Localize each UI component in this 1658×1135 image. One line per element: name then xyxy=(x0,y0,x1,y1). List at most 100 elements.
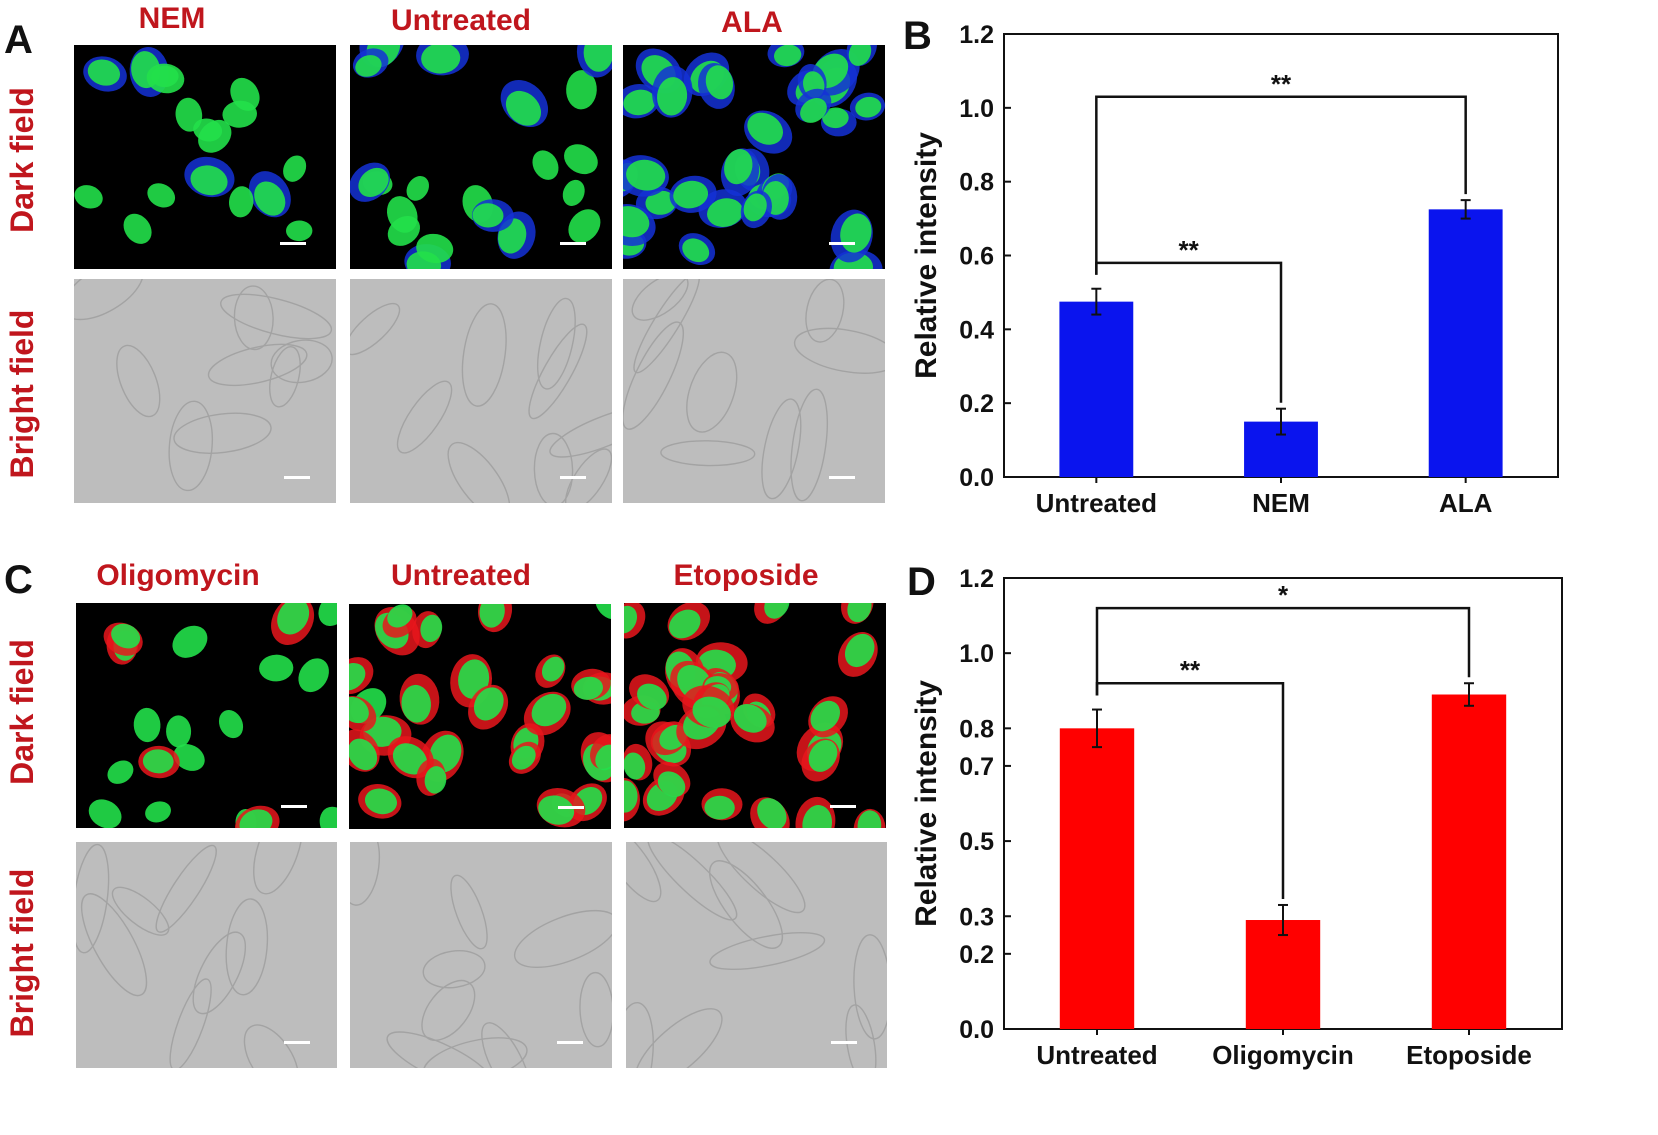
bar xyxy=(1428,209,1503,477)
cell-nucleus xyxy=(175,97,203,132)
y-axis-label: Relative intensity xyxy=(910,132,943,379)
x-tick-label: ALA xyxy=(1439,488,1493,518)
cell-nucleus xyxy=(259,654,294,682)
cell-nucleus xyxy=(704,795,735,820)
bright-field-image-ala xyxy=(623,279,885,503)
cell-nucleus xyxy=(623,206,650,238)
cell-outline xyxy=(626,842,662,903)
cell-nucleus xyxy=(800,98,827,123)
y-tick-label: 0.3 xyxy=(959,903,994,931)
cell-outline xyxy=(528,323,588,420)
cell-nucleus xyxy=(283,155,307,182)
cell-outline xyxy=(155,844,217,933)
cell-outline xyxy=(793,327,885,374)
cell-nucleus xyxy=(424,766,447,794)
cell-outline xyxy=(253,842,304,895)
cell-nucleus xyxy=(74,185,103,209)
column-label-oligomycin: Oligomycin xyxy=(96,559,260,592)
column-label-untreated-c: Untreated xyxy=(390,559,532,592)
bright-field-image-untreated-c xyxy=(350,842,612,1068)
dark-field-image-untreated-c xyxy=(349,604,611,829)
dark-field-image-oligomycin xyxy=(76,603,337,828)
y-tick-label: 0.0 xyxy=(959,464,994,492)
cell-nucleus xyxy=(298,658,329,693)
y-tick-label: 0.5 xyxy=(959,828,994,856)
scale-bar xyxy=(829,242,855,245)
cell-outline xyxy=(686,351,738,433)
cell-outline xyxy=(626,1001,654,1068)
cell-outline xyxy=(790,388,828,502)
cell-nucleus xyxy=(774,45,802,67)
x-tick-label: Etoposide xyxy=(1406,1040,1532,1070)
cell-nucleus xyxy=(123,213,152,244)
cell-outline xyxy=(633,279,700,374)
cell-nucleus xyxy=(319,806,337,828)
cell-outline xyxy=(513,909,612,969)
cell-outline xyxy=(168,400,214,492)
cell-nucleus xyxy=(239,809,273,828)
cell-nucleus xyxy=(568,209,601,243)
cell-nucleus xyxy=(538,795,575,825)
cell-outline xyxy=(450,874,488,950)
scale-bar xyxy=(830,805,856,808)
panel-letter-c: C xyxy=(4,558,33,602)
cell-nucleus xyxy=(855,96,882,118)
cell-outline xyxy=(761,398,802,500)
scale-bar xyxy=(557,1041,583,1044)
cell-nucleus xyxy=(595,744,611,771)
cell-nucleus xyxy=(349,696,369,724)
cell-nucleus xyxy=(172,625,208,658)
cell-nucleus xyxy=(254,181,286,216)
x-tick-label: Oligomycin xyxy=(1212,1040,1354,1070)
cell-nucleus xyxy=(406,176,429,201)
panel-letter-a: A xyxy=(4,18,33,62)
cell-nucleus xyxy=(229,186,254,218)
y-tick-label: 1.0 xyxy=(959,640,994,668)
cell-nucleus xyxy=(583,45,612,72)
y-tick-label: 0.0 xyxy=(959,1016,994,1044)
cell-outline xyxy=(549,405,612,458)
cell-nucleus xyxy=(420,614,443,643)
cell-nucleus xyxy=(505,90,542,126)
cell-nucleus xyxy=(626,159,666,191)
cell-nucleus xyxy=(198,119,232,153)
dark-field-image-ala xyxy=(623,45,885,269)
cell-nucleus xyxy=(355,55,382,77)
cell-outline xyxy=(192,931,247,1015)
cell-nucleus xyxy=(810,700,841,732)
bright-field-image-oligomycin xyxy=(76,842,337,1068)
cell-nucleus xyxy=(416,233,454,264)
cell-outline xyxy=(660,440,756,467)
y-tick-label: 0.4 xyxy=(959,316,994,344)
cell-nucleus xyxy=(707,198,743,227)
cell-outline xyxy=(805,279,845,343)
significance-label: ** xyxy=(1179,235,1200,265)
cell-outline xyxy=(845,1004,877,1068)
scale-bar xyxy=(558,806,584,809)
cell-nucleus xyxy=(479,604,505,628)
cell-outline xyxy=(631,279,689,321)
scale-bar xyxy=(284,476,310,479)
cell-nucleus xyxy=(151,65,179,88)
cell-nucleus xyxy=(733,704,767,733)
cell-nucleus xyxy=(386,196,418,233)
cell-nucleus xyxy=(724,149,753,185)
cell-nucleus xyxy=(623,89,656,116)
cell-nucleus xyxy=(624,780,638,813)
cell-nucleus xyxy=(318,603,337,626)
cell-outline xyxy=(270,339,333,384)
column-label-untreated-a: Untreated xyxy=(390,4,532,37)
cell-nucleus xyxy=(657,77,688,116)
cell-outline xyxy=(80,893,148,997)
cell-nucleus xyxy=(111,623,141,649)
cell-nucleus xyxy=(218,710,244,739)
cell-outline xyxy=(396,380,453,454)
y-tick-label: 1.0 xyxy=(959,95,994,123)
cell-nucleus xyxy=(566,70,597,110)
cell-nucleus xyxy=(857,810,882,828)
cell-outline xyxy=(634,1008,723,1068)
y-tick-label: 0.2 xyxy=(959,390,994,418)
cell-nucleus xyxy=(848,45,872,66)
cell-nucleus xyxy=(808,739,838,772)
